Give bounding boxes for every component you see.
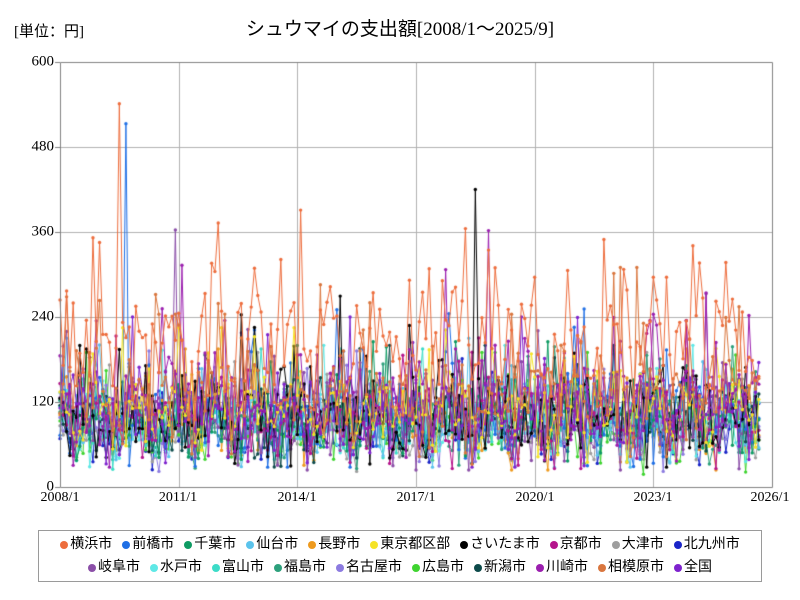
x-tick-label: 2026/1 [750, 490, 790, 505]
x-tick-label: 2008/1 [40, 490, 80, 505]
legend-item[interactable]: 広島市 [412, 559, 464, 575]
legend-item-label: 京都市 [559, 536, 602, 552]
legend-color-swatch-icon [60, 540, 69, 549]
legend-item-label: 千葉市 [194, 536, 237, 552]
legend-item[interactable]: 福島市 [274, 559, 326, 575]
legend-row: 岐阜市 水戸市 富山市 福島市 名古屋市 広島市 新潟市 川崎市 相模原市 全国 [43, 556, 757, 579]
legend-color-swatch-icon [150, 563, 158, 572]
legend-item-label: 福島市 [284, 559, 326, 575]
legend-item[interactable]: 京都市 [549, 536, 602, 552]
legend-color-swatch-icon [308, 540, 317, 549]
x-tick-label: 2023/1 [633, 490, 673, 505]
legend-item-label: 川崎市 [546, 559, 588, 575]
legend-item[interactable]: 東京都区部 [370, 536, 451, 552]
legend-item-label: 横浜市 [70, 536, 113, 552]
legend-item[interactable]: 名古屋市 [336, 559, 402, 575]
legend: 横浜市 前橋市 千葉市 仙台市 長野市 東京都区部 さいたま市 京都市 大津市 … [38, 530, 762, 582]
legend-item-label: 名古屋市 [346, 559, 402, 575]
legend-item[interactable]: 新潟市 [474, 559, 526, 575]
legend-item-label: 広島市 [422, 559, 464, 575]
legend-item-label: 前橋市 [132, 536, 175, 552]
legend-item[interactable]: 横浜市 [60, 536, 113, 552]
legend-item[interactable]: 千葉市 [184, 536, 237, 552]
legend-item[interactable]: さいたま市 [460, 536, 540, 552]
x-tick-label: 2017/1 [396, 490, 436, 505]
legend-color-swatch-icon [212, 563, 220, 572]
legend-color-swatch-icon [274, 563, 282, 572]
legend-item[interactable]: 北九州市 [673, 536, 740, 552]
legend-item[interactable]: 仙台市 [246, 536, 299, 552]
legend-item-label: 新潟市 [484, 559, 526, 575]
legend-item[interactable]: 水戸市 [150, 559, 202, 575]
legend-item-label: 富山市 [222, 559, 264, 575]
legend-color-swatch-icon [549, 540, 558, 549]
legend-item[interactable]: 大津市 [611, 536, 664, 552]
legend-item[interactable]: 前橋市 [122, 536, 175, 552]
legend-item[interactable]: 全国 [674, 559, 712, 575]
legend-color-swatch-icon [611, 540, 620, 549]
legend-color-swatch-icon [336, 563, 344, 572]
legend-row: 横浜市 前橋市 千葉市 仙台市 長野市 東京都区部 さいたま市 京都市 大津市 … [43, 533, 757, 556]
legend-item-label: 岐阜市 [98, 559, 140, 575]
legend-item[interactable]: 川崎市 [536, 559, 588, 575]
legend-item-label: 水戸市 [160, 559, 202, 575]
legend-item-label: 北九州市 [683, 536, 740, 552]
legend-item-label: 相模原市 [608, 559, 664, 575]
legend-color-swatch-icon [673, 540, 682, 549]
legend-color-swatch-icon [246, 540, 255, 549]
legend-item-label: さいたま市 [470, 536, 540, 552]
x-tick-label: 2011/1 [158, 490, 198, 505]
legend-item-label: 大津市 [621, 536, 664, 552]
legend-item[interactable]: 富山市 [212, 559, 264, 575]
legend-color-swatch-icon [412, 563, 420, 572]
legend-item-label: 仙台市 [256, 536, 299, 552]
legend-color-swatch-icon [184, 540, 193, 549]
legend-color-swatch-icon [88, 563, 96, 572]
legend-item[interactable]: 長野市 [308, 536, 361, 552]
legend-item-label: 全国 [684, 559, 712, 575]
legend-item[interactable]: 岐阜市 [88, 559, 140, 575]
legend-color-swatch-icon [536, 563, 544, 572]
legend-item-label: 長野市 [318, 536, 361, 552]
legend-color-swatch-icon [474, 563, 482, 572]
x-tick-label: 2020/1 [515, 490, 555, 505]
legend-color-swatch-icon [598, 563, 606, 572]
legend-color-swatch-icon [460, 540, 469, 549]
legend-color-swatch-icon [122, 540, 131, 549]
legend-color-swatch-icon [370, 540, 379, 549]
legend-item-label: 東京都区部 [380, 536, 451, 552]
legend-color-swatch-icon [674, 563, 682, 572]
x-tick-label: 2014/1 [277, 490, 317, 505]
legend-item[interactable]: 相模原市 [598, 559, 664, 575]
